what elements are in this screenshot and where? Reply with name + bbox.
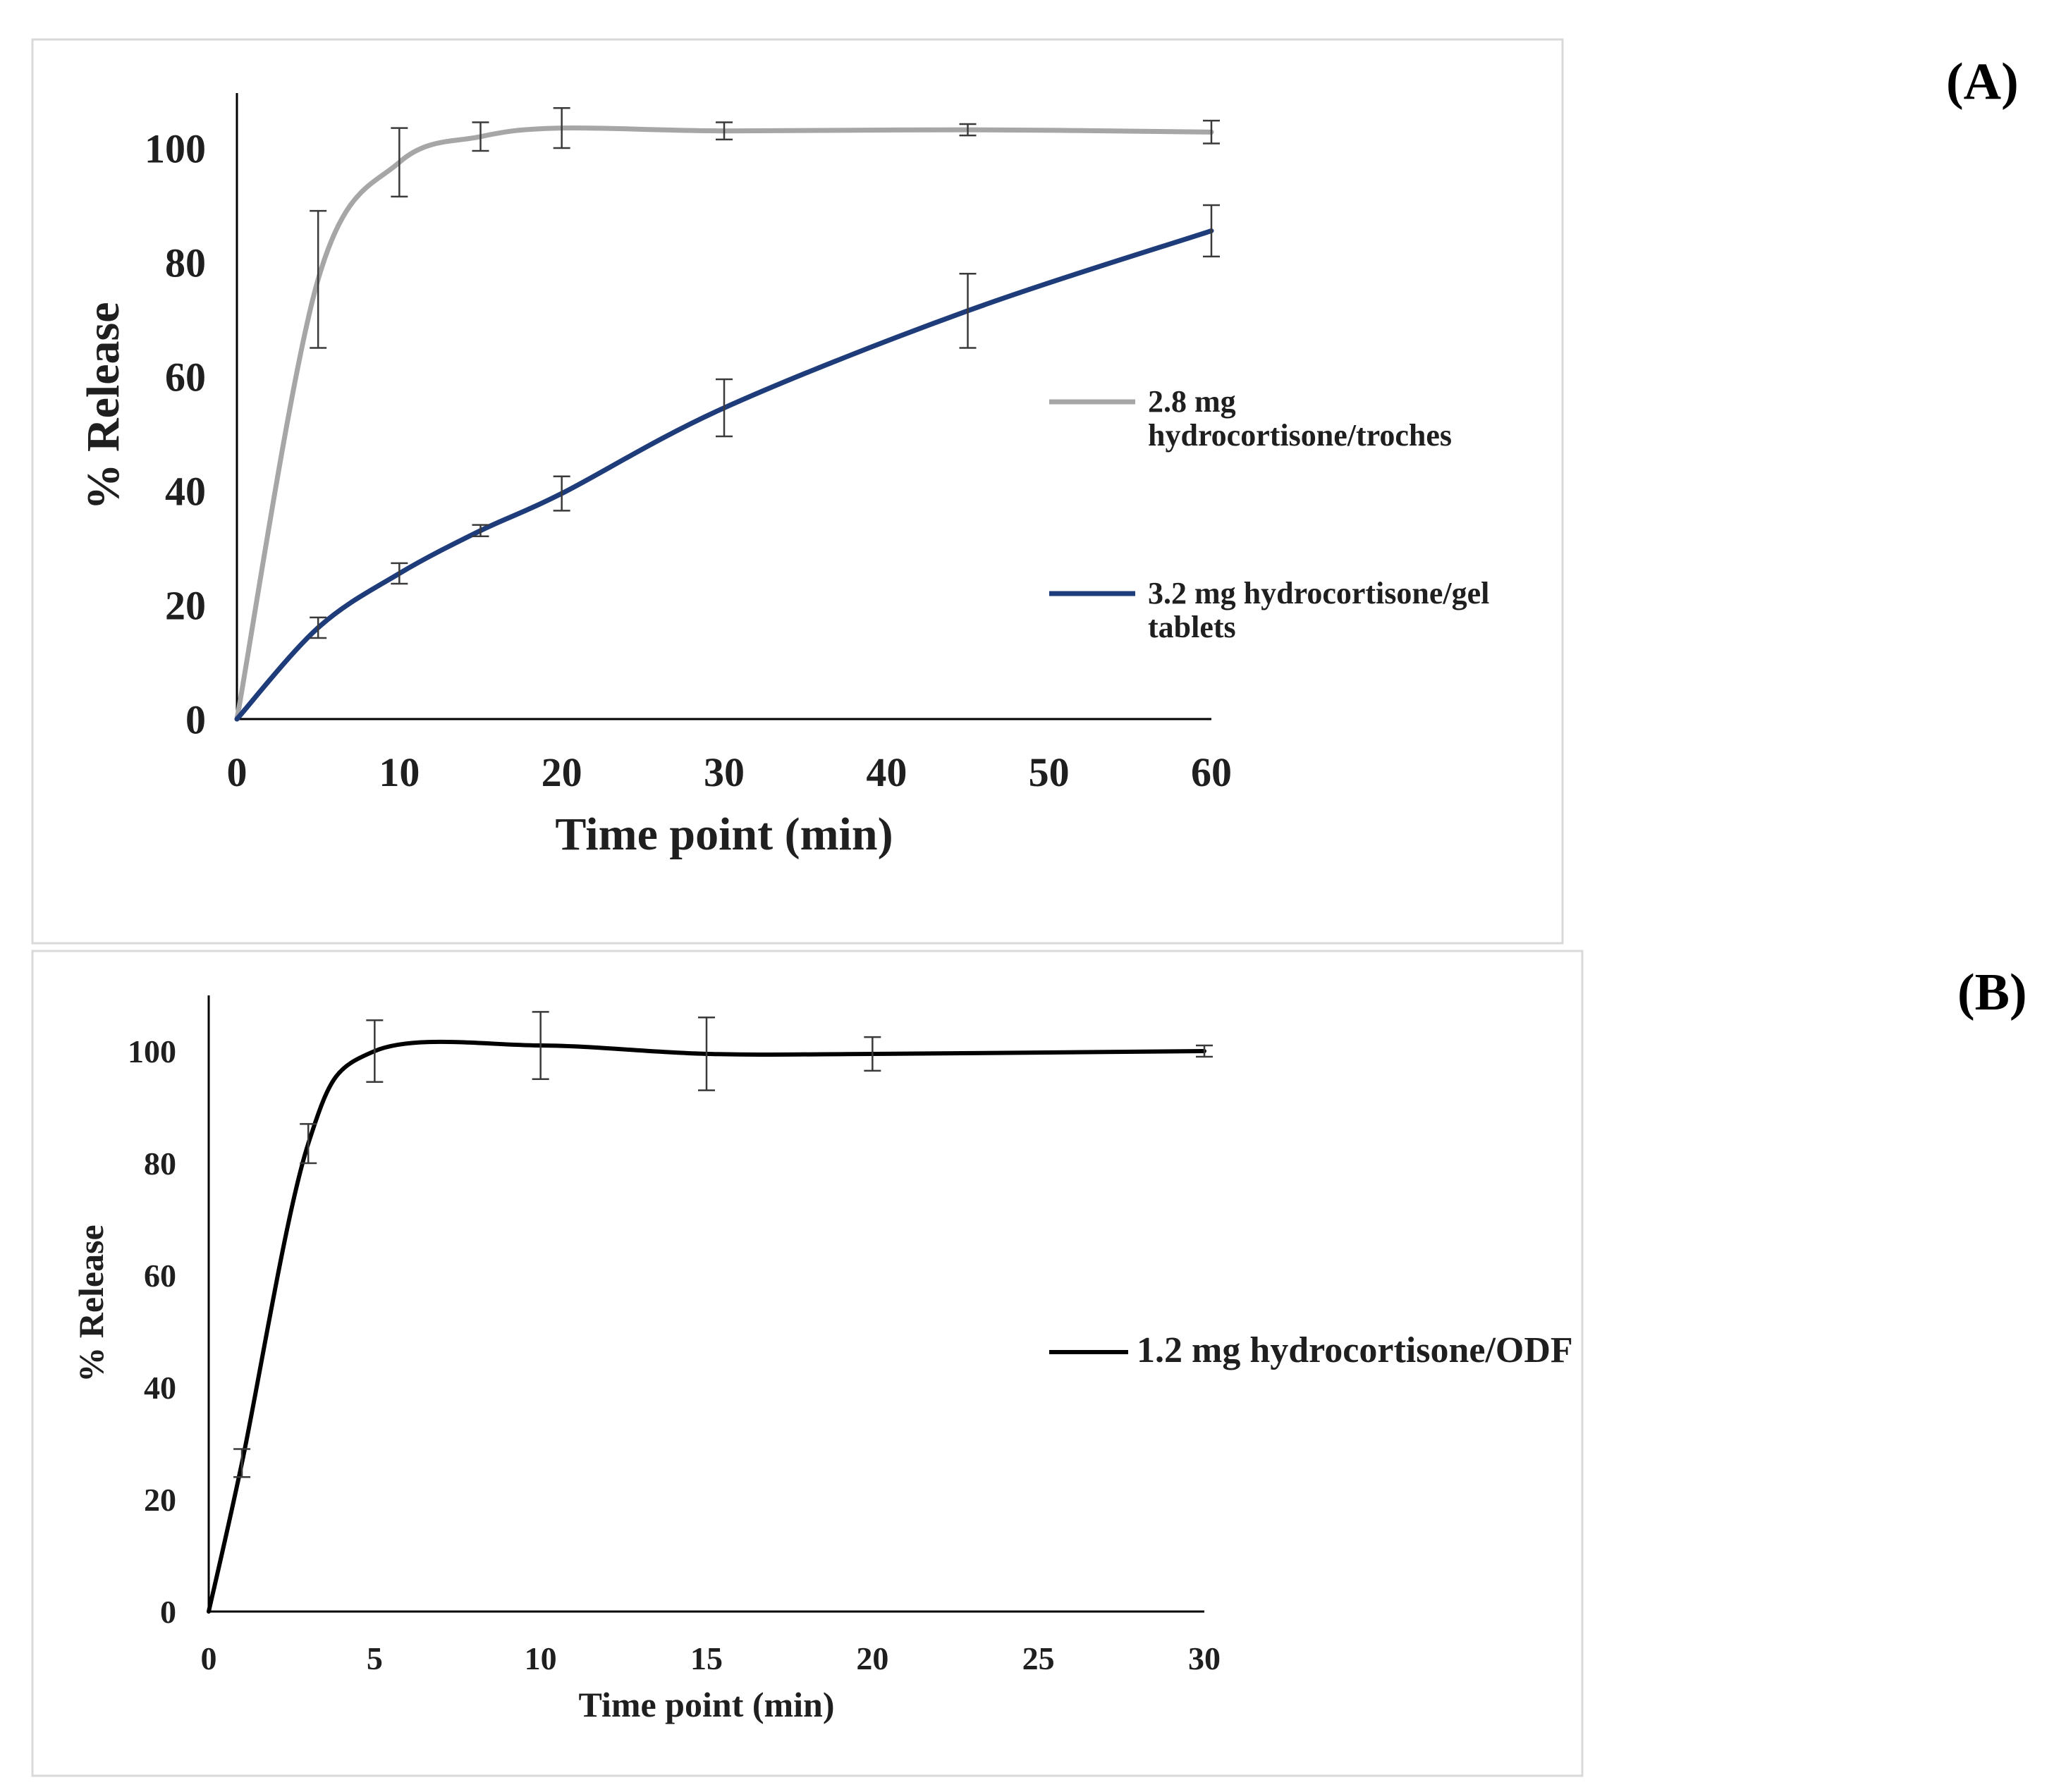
chart-a-series-line — [234, 228, 1214, 722]
chart-a-y-tick-label: 100 — [145, 125, 206, 171]
chart-a-x-axis-title: Time point (min) — [555, 809, 893, 860]
chart-a-x-tick-label: 30 — [704, 749, 745, 795]
chart-a: 0 10 20 30 40 50 60 0 20 40 60 80 100 Time point (min… — [78, 93, 1489, 860]
chart-a-legend-line: hydrocortisone/troches — [1148, 418, 1452, 453]
chart-a-legend-label: 3.2 mg hydrocortisone/gel tablets — [1148, 576, 1489, 644]
chart-b-x-tick-label: 20 — [856, 1640, 888, 1676]
panel-b-tag: (B) — [1957, 964, 2027, 1021]
chart-a-y-tick-label: 60 — [165, 354, 206, 400]
chart-b-legend-label: 1.2 mg hydrocortisone/ODF — [1137, 1330, 1573, 1370]
chart-b-y-axis-title: % Release — [71, 1225, 111, 1382]
chart-a-x-tick-label: 50 — [1029, 749, 1070, 795]
chart-a-x-tick-label: 10 — [379, 749, 420, 795]
chart-a-legend-line: tablets — [1148, 610, 1236, 644]
chart-b-y-tick-label: 0 — [160, 1594, 176, 1630]
chart-a-y-axis-title: % Release — [78, 302, 129, 510]
chart-b-y-tick-label: 80 — [144, 1146, 176, 1182]
panel-a-tag: (A) — [1946, 53, 2019, 111]
chart-b-x-axis-title: Time point (min) — [579, 1685, 835, 1724]
chart-b-x-tick-label: 30 — [1188, 1640, 1221, 1676]
chart-b-y-tick-label: 40 — [144, 1370, 176, 1406]
chart-a-y-tick-label: 40 — [165, 468, 206, 514]
chart-b-x-tick-label: 15 — [690, 1640, 723, 1676]
chart-b: 0 5 10 15 20 25 30 0 20 40 60 80 100 Time point (min)… — [71, 995, 1573, 1724]
chart-a-x-tick-label: 0 — [227, 749, 247, 795]
chart-a-y-tick-label: 20 — [165, 582, 206, 628]
chart-b-x-tick-label: 5 — [367, 1640, 383, 1676]
chart-a-legend-line: 3.2 mg hydrocortisone/gel — [1148, 576, 1489, 610]
panel-b-frame — [31, 950, 1584, 1777]
chart-b-x-tick-label: 25 — [1022, 1640, 1055, 1676]
chart-a-y-tick-label: 80 — [165, 240, 206, 286]
chart-a-legend-line: 2.8 mg — [1148, 384, 1236, 419]
chart-b-y-tick-label: 100 — [128, 1033, 176, 1069]
chart-a-x-tick-label: 40 — [866, 749, 907, 795]
chart-b-y-tick-label: 20 — [144, 1482, 176, 1518]
chart-a-y-tick-label: 0 — [185, 696, 206, 742]
chart-b-x-tick-label: 0 — [201, 1640, 217, 1676]
chart-a-x-tick-label: 20 — [542, 749, 582, 795]
chart-b-y-tick-label: 60 — [144, 1258, 176, 1294]
chart-a-legend-label: 2.8 mg hydrocortisone/troches — [1148, 384, 1452, 453]
chart-b-x-tick-label: 10 — [525, 1640, 557, 1676]
chart-a-x-tick-label: 60 — [1191, 749, 1232, 795]
chart-a-series-line — [234, 125, 1214, 722]
chart-b-series-line — [207, 1039, 1206, 1614]
panel-a-frame — [31, 38, 1564, 945]
chart-b-legend-line: 1.2 mg hydrocortisone/ODF — [1137, 1330, 1573, 1370]
